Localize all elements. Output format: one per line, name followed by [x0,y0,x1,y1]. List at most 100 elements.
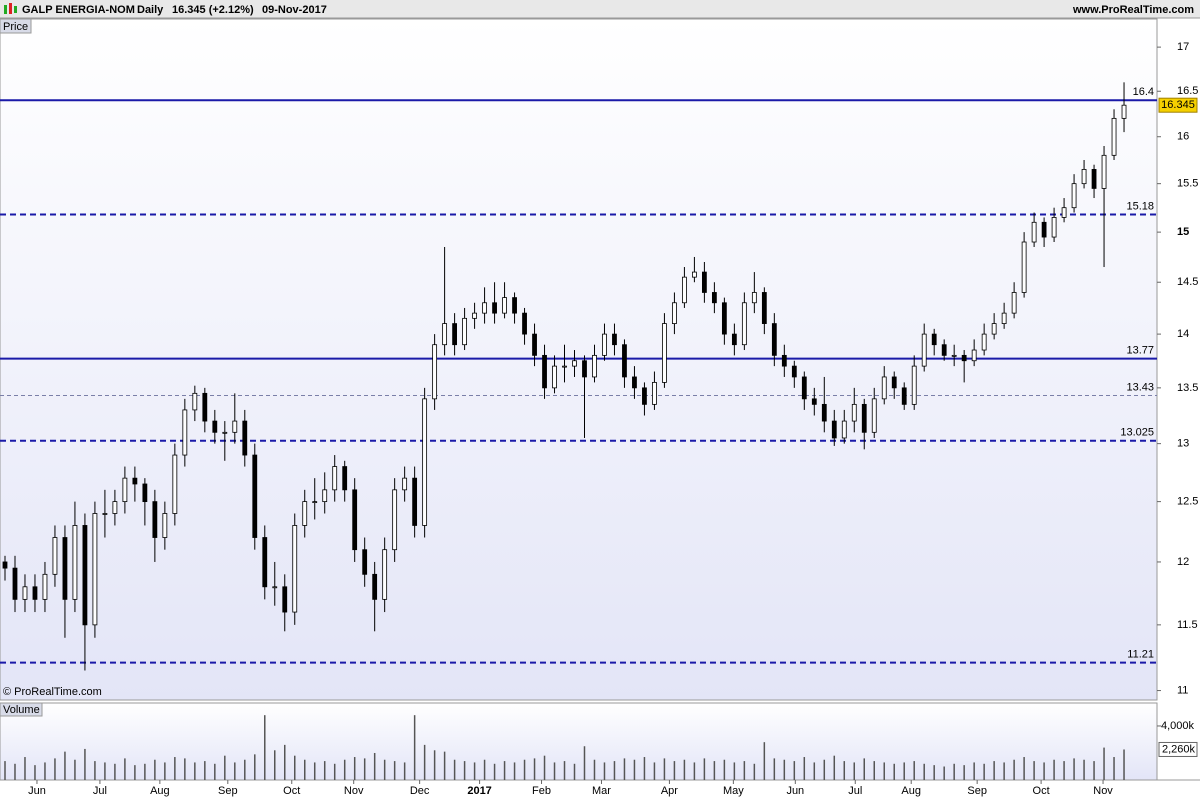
x-tick-label: Dec [410,785,430,797]
candle-body [1001,312,1007,324]
x-tick-label: Jul [848,785,862,797]
y-tick-label: 14 [1177,328,1189,340]
x-tick-label: Sep [967,785,987,797]
x-tick-label: Jun [786,785,804,797]
level-label: 13.77 [1126,344,1154,356]
candle-body [482,302,487,314]
candle-body [981,333,987,351]
candle-body [652,381,657,405]
x-tick-label: Oct [1033,785,1050,797]
candle-body [841,420,847,439]
y-tick-label: 15 [1177,226,1189,238]
period: Daily [137,4,164,16]
level-label: 11.21 [1127,649,1154,661]
candle-body [212,420,218,433]
candle-body [542,354,547,389]
candle-body [92,513,98,626]
candle-body [62,537,68,600]
candle-body [322,489,328,503]
candle-body [672,302,677,324]
candle-body [1071,183,1077,209]
candle-body [272,586,278,589]
y-tick-label: 13.5 [1177,382,1198,394]
y-tick-label: 13 [1177,438,1189,450]
candle-body [452,323,458,346]
candle-body [532,333,537,356]
candle-body [182,409,188,456]
candle-body [931,333,937,346]
y-tick-label: 17 [1177,41,1189,53]
candle-body [522,312,527,335]
last-price-badge [1158,97,1198,113]
x-tick-label: Aug [901,785,921,797]
candle-body [162,513,168,538]
candle-body [262,537,268,588]
candle-body [612,333,617,346]
candle-body [921,333,927,367]
y-tick-label: 14.5 [1177,276,1198,288]
candle-body [312,501,318,504]
y-tick-label: 11.5 [1177,619,1198,631]
price-label: Price [3,21,28,33]
candle-body [662,323,667,383]
volume-label-box [0,702,43,717]
candle-body [252,454,258,538]
level-label: 13.025 [1120,427,1154,439]
x-tick-label: May [723,785,744,797]
x-tick-label: Jun [28,785,46,797]
candle-body [122,477,128,503]
candle-body [142,483,148,503]
app-icon [4,3,17,14]
candle-body [12,567,18,600]
candle-body [1031,221,1037,243]
candle-body [731,333,737,346]
site: www.ProRealTime.com [1072,4,1194,16]
y-tick-label: 16 [1177,131,1189,143]
level-label: 15.18 [1126,200,1154,212]
candle-body [1061,207,1067,218]
candle-body [202,392,208,422]
candle-body [132,477,138,485]
candle-body [811,398,817,405]
candle-body [372,573,378,600]
candle-body [711,292,717,304]
y-tick-label: 16.5 [1177,85,1198,97]
candle-body [1111,117,1117,156]
candle-body [801,376,807,400]
y-tick-label: 12 [1177,556,1189,568]
candle-body [961,354,967,362]
candle-body [342,466,348,491]
candle-body [911,365,917,405]
candle-body [52,537,58,575]
last-price: 16.345 [1161,99,1195,111]
candle-body [72,525,78,600]
x-tick-label: Aug [150,785,170,797]
candle-body [422,398,428,526]
candle-body [492,302,497,314]
candle-body [232,420,238,433]
candle-body [242,420,248,456]
candle-body [622,344,627,378]
candle-body [592,354,597,378]
candle-body [572,360,577,367]
candle-body [682,276,687,304]
y-tick-label: 11 [1177,684,1188,696]
candle-body [362,549,368,575]
candle-body [42,573,48,600]
candle-body [941,344,947,356]
level-label: 13.43 [1126,381,1154,393]
candle-body [112,501,118,514]
candle-body [282,586,288,613]
candle-body [442,323,448,346]
candle-body [871,398,877,433]
candle-body [412,477,418,526]
candle-body [102,513,108,515]
volume-label: Volume [3,704,40,716]
candle-body [642,387,647,405]
last-volume: 2,260k [1162,743,1196,755]
x-tick-label: Nov [344,785,364,797]
candle-body [891,376,897,389]
candle-body [32,586,38,600]
candle-body [701,271,707,293]
candle-body [721,302,727,335]
